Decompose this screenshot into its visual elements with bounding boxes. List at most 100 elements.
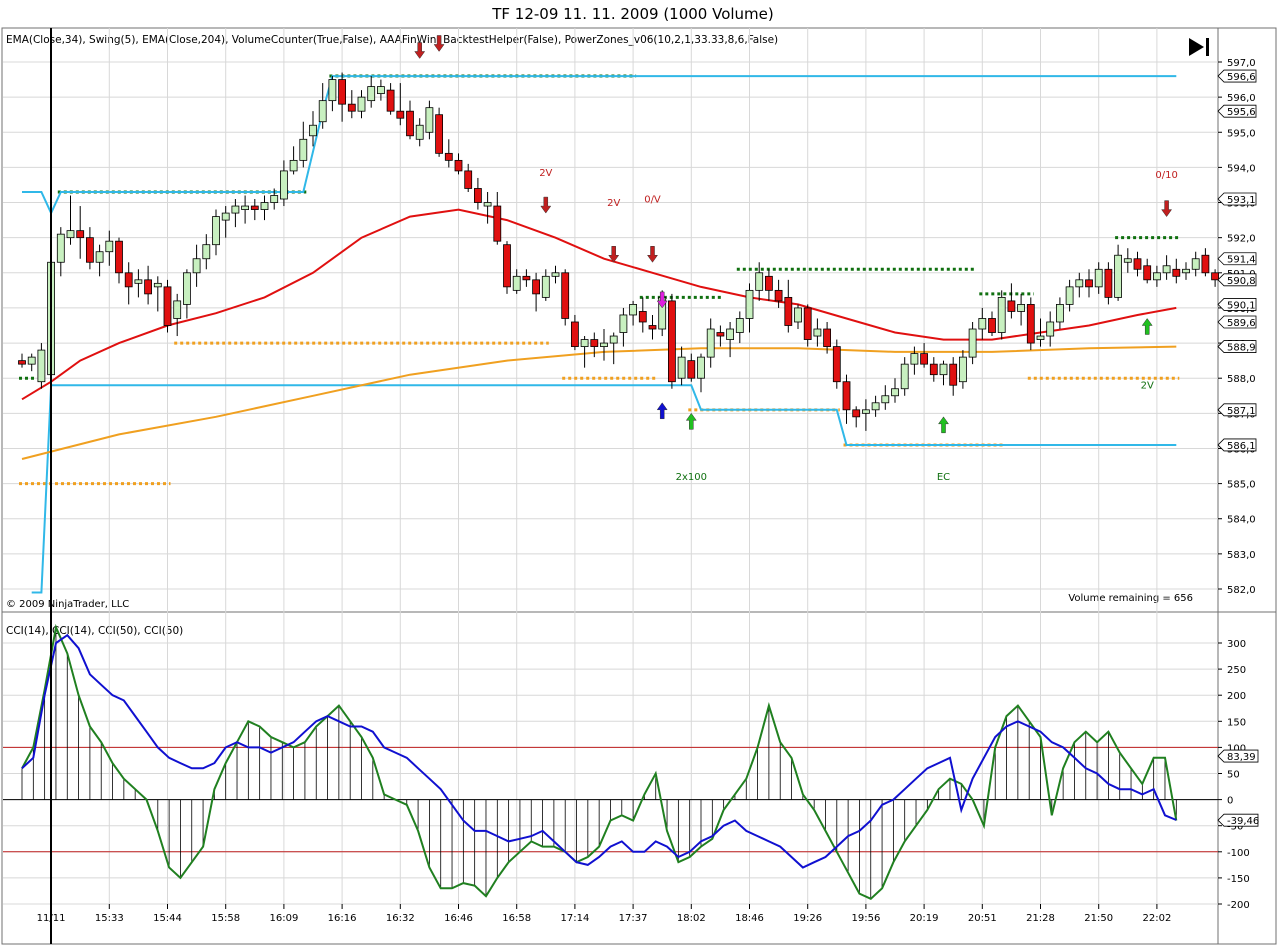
candle-down xyxy=(988,318,996,333)
price-tick-label: 597,0 xyxy=(1227,58,1256,69)
candle-up xyxy=(677,356,686,379)
candle-up xyxy=(299,138,308,161)
cci-axis: -200 -150 -100 -50 0 50 100 150 200 250 300 xyxy=(1218,639,1250,911)
candle-down xyxy=(532,279,540,295)
candle-up xyxy=(609,335,618,344)
time-tick-label: 15:44 xyxy=(153,913,182,924)
price-marker-label: 596,6 xyxy=(1227,72,1256,83)
candle-down xyxy=(396,110,405,119)
candle-down xyxy=(250,205,259,210)
price-marker-box xyxy=(1217,298,1257,311)
candle-down xyxy=(765,275,773,291)
candle-down xyxy=(590,339,599,347)
time-tick-label: 20:19 xyxy=(910,913,939,924)
price-marker-box xyxy=(1217,438,1257,452)
chart-annotations: 2V 2V 0/V 0/10 2x100 EC 2V xyxy=(539,168,1178,483)
play-to-end-icon[interactable] xyxy=(1189,38,1209,56)
candle-up xyxy=(56,233,65,263)
candle-down xyxy=(561,272,570,319)
candle-down xyxy=(638,311,647,323)
candle-up xyxy=(997,296,1006,333)
chart-annotation: 0/10 xyxy=(1155,170,1177,181)
candle-up xyxy=(212,216,220,246)
time-tick-label: 21:28 xyxy=(1026,913,1055,924)
price-marker-box xyxy=(1217,104,1257,118)
cci-tick-label: -150 xyxy=(1227,874,1250,885)
candle-down xyxy=(823,328,831,347)
candle-up xyxy=(202,244,211,260)
price-tick-label: 584,0 xyxy=(1227,515,1256,526)
candle-up xyxy=(697,356,705,379)
down-arrow-icon xyxy=(608,246,620,263)
price-marker-box xyxy=(1217,273,1257,287)
candle-up xyxy=(1046,321,1055,337)
candle-down xyxy=(842,381,851,411)
candle-down xyxy=(124,272,133,288)
candle-down xyxy=(1104,268,1113,298)
chart-annotation: 2V xyxy=(539,168,552,179)
price-tick-label: 585,0 xyxy=(1227,480,1256,491)
candle-down xyxy=(929,363,938,376)
candle-up xyxy=(221,212,230,221)
candle-down xyxy=(774,289,783,302)
price-marker-label: 593,1 xyxy=(1227,195,1256,206)
candle-up xyxy=(260,202,269,210)
cci-marker-label: -39,46 xyxy=(1227,816,1259,827)
candle-up xyxy=(881,395,890,404)
price-marker-label: 588,9 xyxy=(1227,343,1256,354)
candle-down xyxy=(668,300,676,383)
candle-down xyxy=(832,346,841,383)
candle-down xyxy=(687,360,696,379)
time-tick-label: 15:33 xyxy=(95,913,124,924)
candle-down xyxy=(18,360,26,365)
candle-down xyxy=(435,114,444,154)
candle-down xyxy=(493,205,502,242)
cci14-line xyxy=(21,623,1178,900)
up-arrow-icon xyxy=(938,416,949,434)
candle-down xyxy=(454,159,463,172)
price-tick-label: 583,0 xyxy=(1227,550,1256,561)
price-marker-label: 595,6 xyxy=(1227,107,1256,118)
candle-down xyxy=(444,152,453,161)
cci50-line xyxy=(21,633,1177,869)
candle-up xyxy=(900,363,909,390)
down-arrow-icon xyxy=(540,196,552,214)
cci-tick-label: -50 xyxy=(1227,822,1243,833)
down-arrow-icon xyxy=(1161,200,1173,218)
candle-up xyxy=(241,205,250,210)
candle-down xyxy=(949,363,958,386)
down-arrow-icon xyxy=(433,35,445,52)
candle-down xyxy=(1133,258,1142,270)
candle-up xyxy=(794,307,802,323)
chart-annotation: EC xyxy=(937,472,950,483)
up-arrow-icon xyxy=(656,402,668,420)
down-arrow-icon xyxy=(656,291,668,309)
cci-series xyxy=(21,623,1178,900)
candle-up xyxy=(580,339,589,347)
candle-up xyxy=(415,124,424,140)
candle-up xyxy=(512,275,521,291)
candle-up xyxy=(891,388,899,397)
candle-up xyxy=(357,96,366,112)
time-tick-label: 21:50 xyxy=(1084,913,1113,924)
price-markers: 596,6 595,6 593,1 591,4 590,8 590,1 589,6 588,9… xyxy=(1217,69,1257,452)
candle-down xyxy=(76,230,85,239)
candle-up xyxy=(1094,268,1103,288)
candle-down xyxy=(473,188,482,203)
time-tick-label: 22:02 xyxy=(1142,913,1171,924)
price-marker-label: 591,4 xyxy=(1227,255,1256,266)
price-tick-label: 595,0 xyxy=(1227,128,1256,139)
candle-down xyxy=(1026,304,1035,344)
time-tick-label: 18:46 xyxy=(735,913,764,924)
candle-up xyxy=(192,258,201,274)
candle-down xyxy=(716,332,725,337)
time-tick-label: 16:58 xyxy=(502,913,531,924)
candle-up xyxy=(978,318,987,330)
price-marker-box xyxy=(1217,69,1257,83)
cci-tick-label: -200 xyxy=(1227,900,1250,911)
up-arrow-icon xyxy=(685,412,697,430)
candle-up xyxy=(309,124,317,137)
candle-up xyxy=(619,314,628,333)
candle-down xyxy=(784,296,793,326)
